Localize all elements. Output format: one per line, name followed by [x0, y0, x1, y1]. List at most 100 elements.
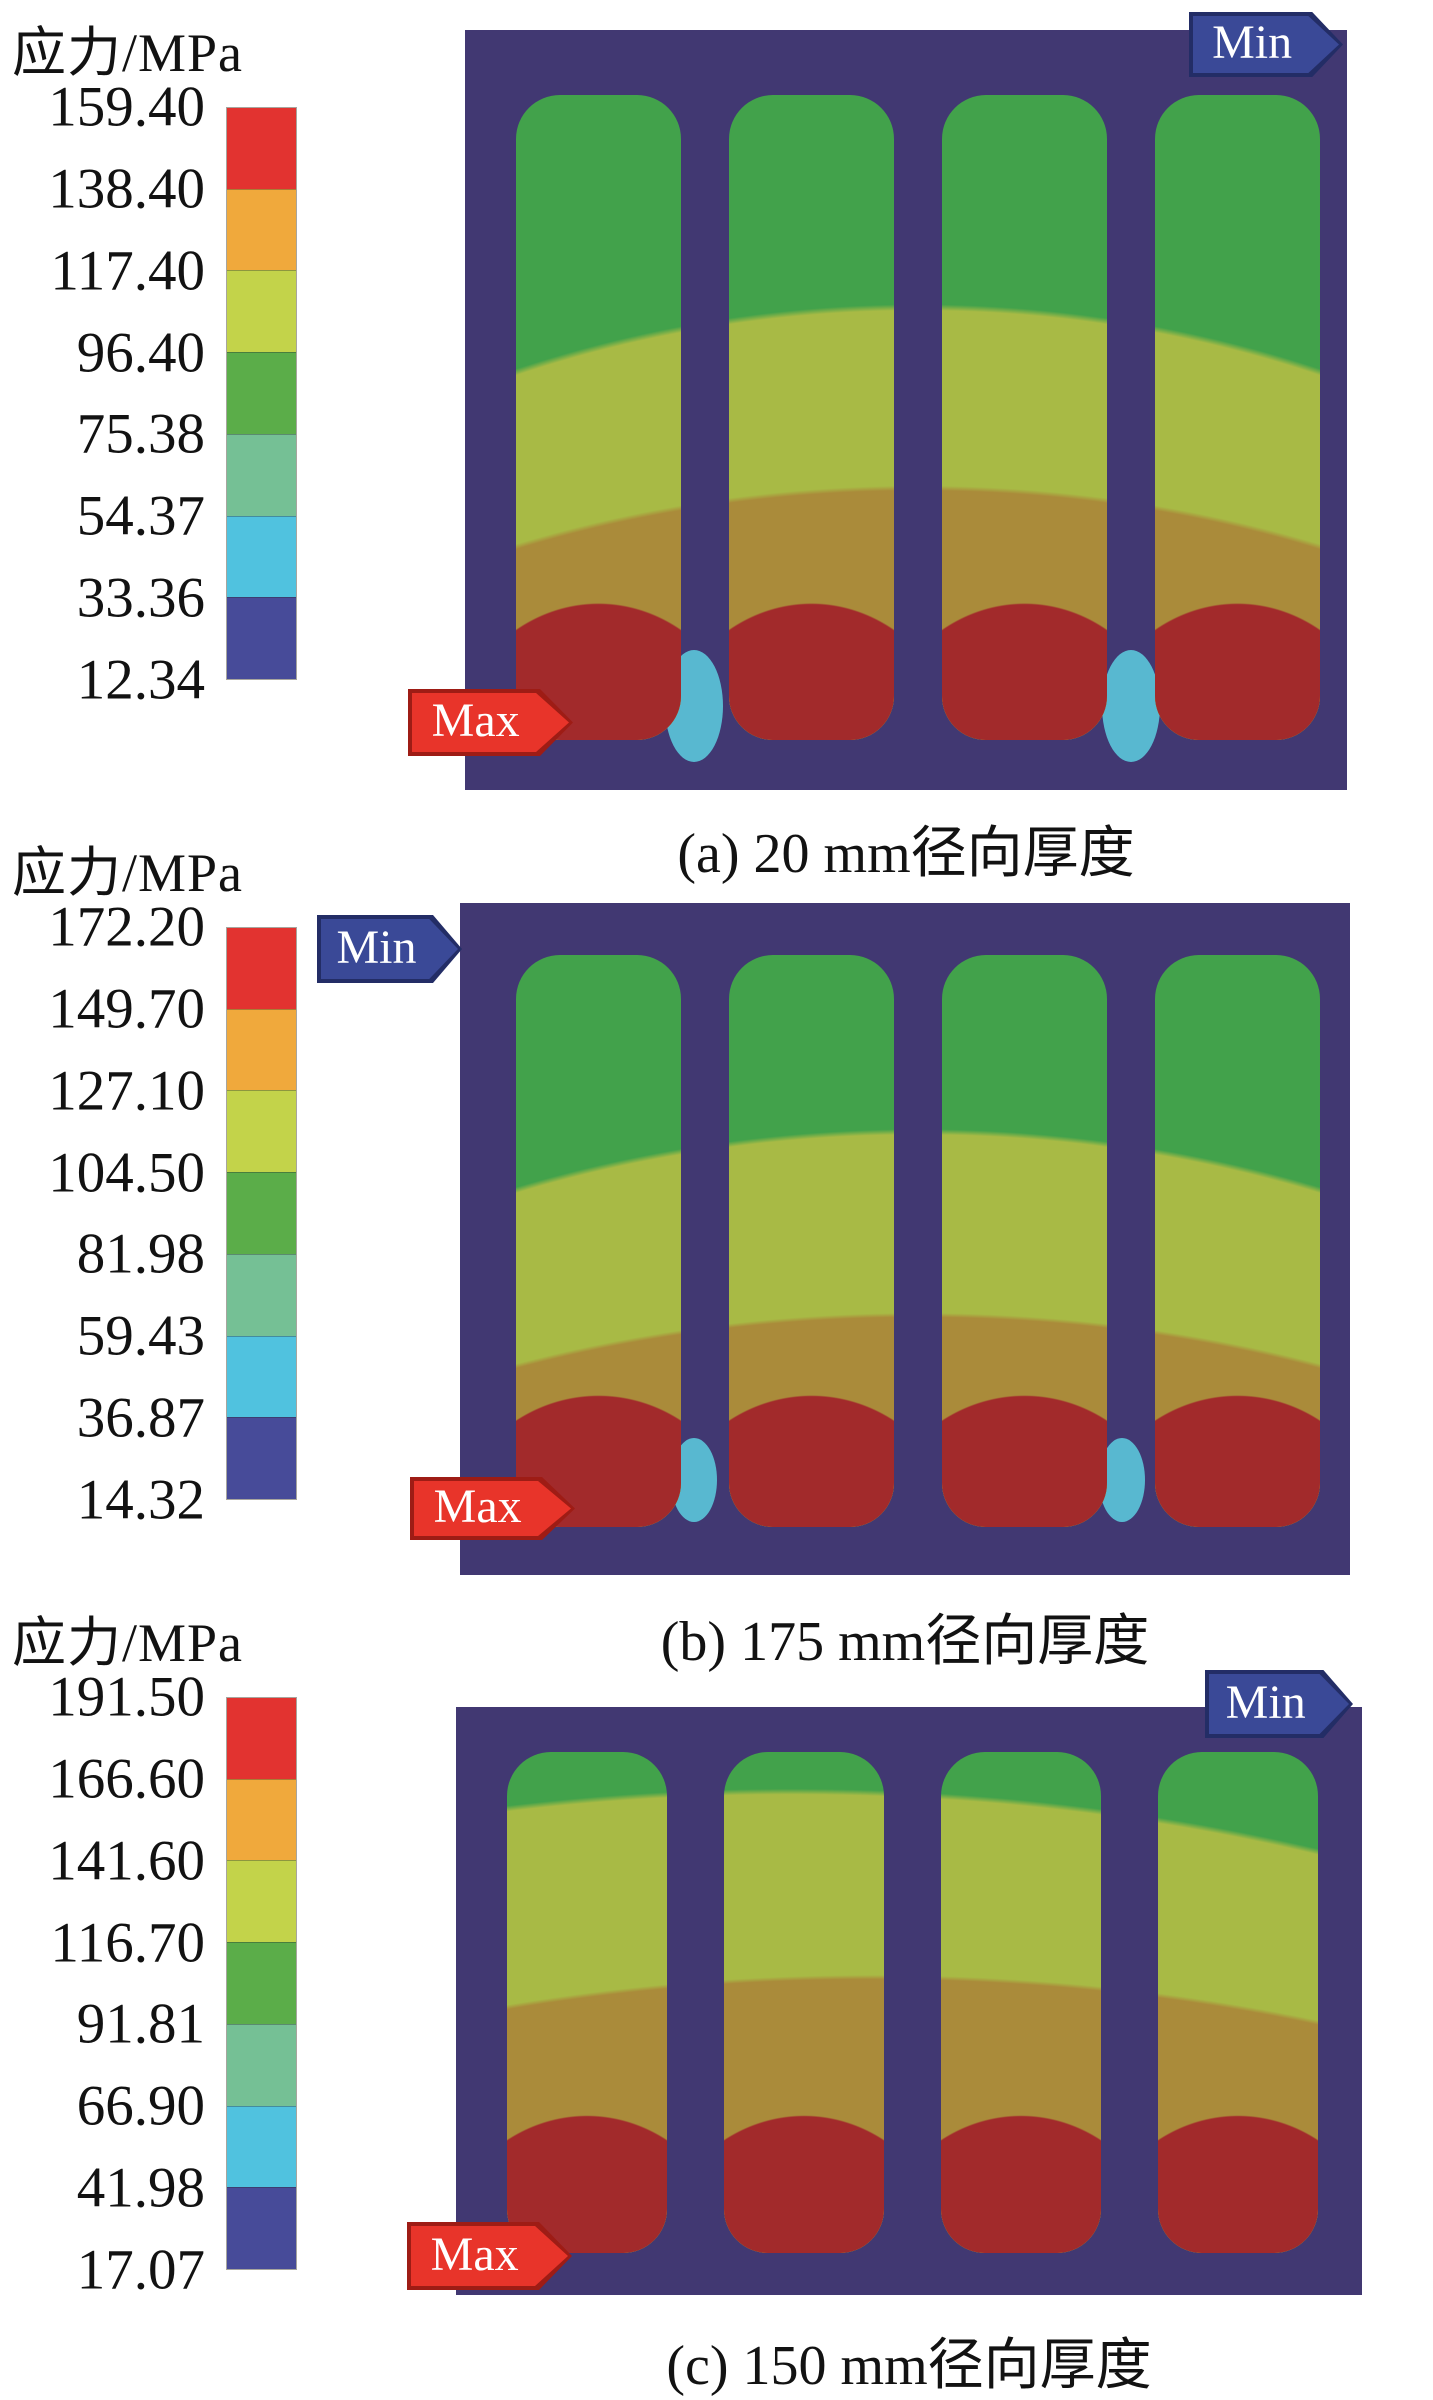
- legend-scale-ticks-b: 172.20 149.70 127.10 104.50 81.98 59.43 36.87 1…: [0, 896, 205, 1532]
- legend-body-c: 191.50 166.60 141.60 116.70 91.81 66.90 41.98 1…: [0, 1666, 310, 2302]
- legend-color-segment: [227, 1172, 296, 1254]
- legend-tick-value: 12.34: [76, 648, 205, 712]
- legend-tick-value: 159.40: [48, 75, 205, 139]
- legend-title-b: 应力/MPa: [12, 843, 244, 903]
- legend-color-segment: [227, 1417, 296, 1500]
- caption-a: (a) 20 mm径向厚度: [677, 823, 1135, 885]
- contour-bands: [729, 95, 894, 740]
- legend-tick-value: 96.40: [76, 321, 205, 385]
- legend-tick-value: 149.70: [48, 977, 205, 1041]
- legend-tick-value: 41.98: [76, 2156, 205, 2220]
- min-marker-b: Min: [317, 915, 462, 983]
- contour-bands: [942, 955, 1107, 1527]
- contour-bands: [507, 1752, 667, 2253]
- contour-plot-c: [456, 1707, 1362, 2295]
- legend-title-a: 应力/MPa: [12, 23, 244, 83]
- legend-tick-value: 117.40: [50, 239, 205, 303]
- legend-color-segment: [227, 270, 296, 353]
- min-marker-c: Min: [1205, 1670, 1353, 1738]
- legend-color-segment: [227, 1778, 296, 1861]
- contour-plot-b: [460, 903, 1350, 1575]
- legend-color-segment: [227, 2105, 296, 2188]
- legend-tick-value: 59.43: [76, 1304, 205, 1368]
- contour-slot: [1155, 955, 1320, 1527]
- contour-bands: [516, 95, 681, 740]
- contour-bands: [1155, 95, 1320, 740]
- legend-tick-value: 141.60: [48, 1829, 205, 1893]
- legend-body-b: 172.20 149.70 127.10 104.50 81.98 59.43 36.87 1…: [0, 896, 310, 1532]
- contour-slot: [724, 1752, 884, 2253]
- contour-bands: [1155, 955, 1320, 1527]
- legend-tick-value: 172.20: [48, 895, 205, 959]
- legend-color-segment: [227, 1253, 296, 1336]
- legend-tick-value: 166.60: [48, 1747, 205, 1811]
- legend-tick-value: 54.37: [76, 484, 205, 548]
- legend-color-segment: [227, 352, 296, 434]
- legend-color-segment: [227, 1008, 296, 1091]
- legend-tick-value: 33.36: [76, 566, 205, 630]
- min-label: Min: [1225, 1675, 1306, 1729]
- legend-title-c: 应力/MPa: [12, 1613, 244, 1673]
- legend-tick-value: 104.50: [48, 1141, 205, 1205]
- legend-color-segment: [227, 2023, 296, 2106]
- legend-colorbar-b: [226, 927, 297, 1500]
- max-label: Max: [430, 2227, 519, 2281]
- contour-slot: [516, 955, 681, 1527]
- contour-slot: [941, 1752, 1101, 2253]
- legend-color-segment: [227, 2187, 296, 2270]
- legend-colorbar-a: [226, 107, 297, 680]
- min-label: Min: [336, 920, 417, 974]
- legend-scale-ticks-c: 191.50 166.60 141.60 116.70 91.81 66.90 41.98 1…: [0, 1666, 205, 2302]
- legend-color-segment: [227, 1698, 296, 1779]
- legend-panel-b: 应力/MPa 172.20 149.70 127.10 104.50 81.98 59.4…: [0, 828, 310, 1532]
- contour-slot: [729, 955, 894, 1527]
- legend-scale-ticks-a: 159.40 138.40 117.40 96.40 75.38 54.37 33.36 12…: [0, 76, 205, 712]
- caption-c: (c) 150 mm径向厚度: [666, 2335, 1152, 2397]
- legend-tick-value: 75.38: [76, 402, 205, 466]
- legend-color-segment: [227, 515, 296, 598]
- max-label: Max: [433, 1480, 522, 1533]
- legend-panel-a: 应力/MPa 159.40 138.40 117.40 96.40 75.38 54.37…: [0, 8, 310, 712]
- legend-color-segment: [227, 108, 296, 189]
- legend-color-segment: [227, 1335, 296, 1418]
- legend-tick-value: 14.32: [76, 1468, 205, 1532]
- legend-colorbar-c: [226, 1697, 297, 2270]
- contour-bands: [729, 955, 894, 1527]
- legend-color-segment: [227, 928, 296, 1009]
- contour-bands: [724, 1752, 884, 2253]
- contour-slot: [942, 955, 1107, 1527]
- contour-slot: [507, 1752, 667, 2253]
- legend-tick-value: 191.50: [48, 1665, 205, 1729]
- max-marker-b: Max: [410, 1477, 575, 1540]
- min-label: Min: [1212, 16, 1293, 69]
- min-arrow-fill: [1209, 1674, 1349, 1734]
- legend-tick-value: 138.40: [48, 157, 205, 221]
- contour-slot: [729, 95, 894, 740]
- min-arrow-fill: [1193, 16, 1339, 73]
- min-marker-a: Min: [1189, 12, 1343, 77]
- legend-color-segment: [227, 1090, 296, 1173]
- contour-plot-a: [465, 30, 1347, 790]
- contour-slot: [1155, 95, 1320, 740]
- legend-panel-c: 应力/MPa 191.50 166.60 141.60 116.70 91.81 66.9…: [0, 1598, 310, 2302]
- legend-color-segment: [227, 597, 296, 680]
- legend-color-segment: [227, 433, 296, 516]
- contour-slot: [942, 95, 1107, 740]
- max-arrow-fill: [412, 693, 569, 752]
- caption-b: (b) 175 mm径向厚度: [660, 1611, 1150, 1673]
- legend-tick-value: 127.10: [48, 1059, 205, 1123]
- low-stress-spot: [1102, 650, 1160, 762]
- contour-slot: [1158, 1752, 1318, 2253]
- contour-bands: [1158, 1752, 1318, 2253]
- legend-tick-value: 81.98: [76, 1222, 205, 1286]
- legend-tick-value: 17.07: [76, 2238, 205, 2302]
- max-label: Max: [431, 694, 520, 747]
- legend-tick-value: 91.81: [76, 1992, 205, 2056]
- contour-bands: [941, 1752, 1101, 2253]
- legend-tick-value: 116.70: [50, 1911, 205, 1975]
- contour-bands: [942, 95, 1107, 740]
- max-marker-c: Max: [407, 2222, 572, 2290]
- min-arrow-fill: [321, 919, 458, 979]
- contour-slot: [516, 95, 681, 740]
